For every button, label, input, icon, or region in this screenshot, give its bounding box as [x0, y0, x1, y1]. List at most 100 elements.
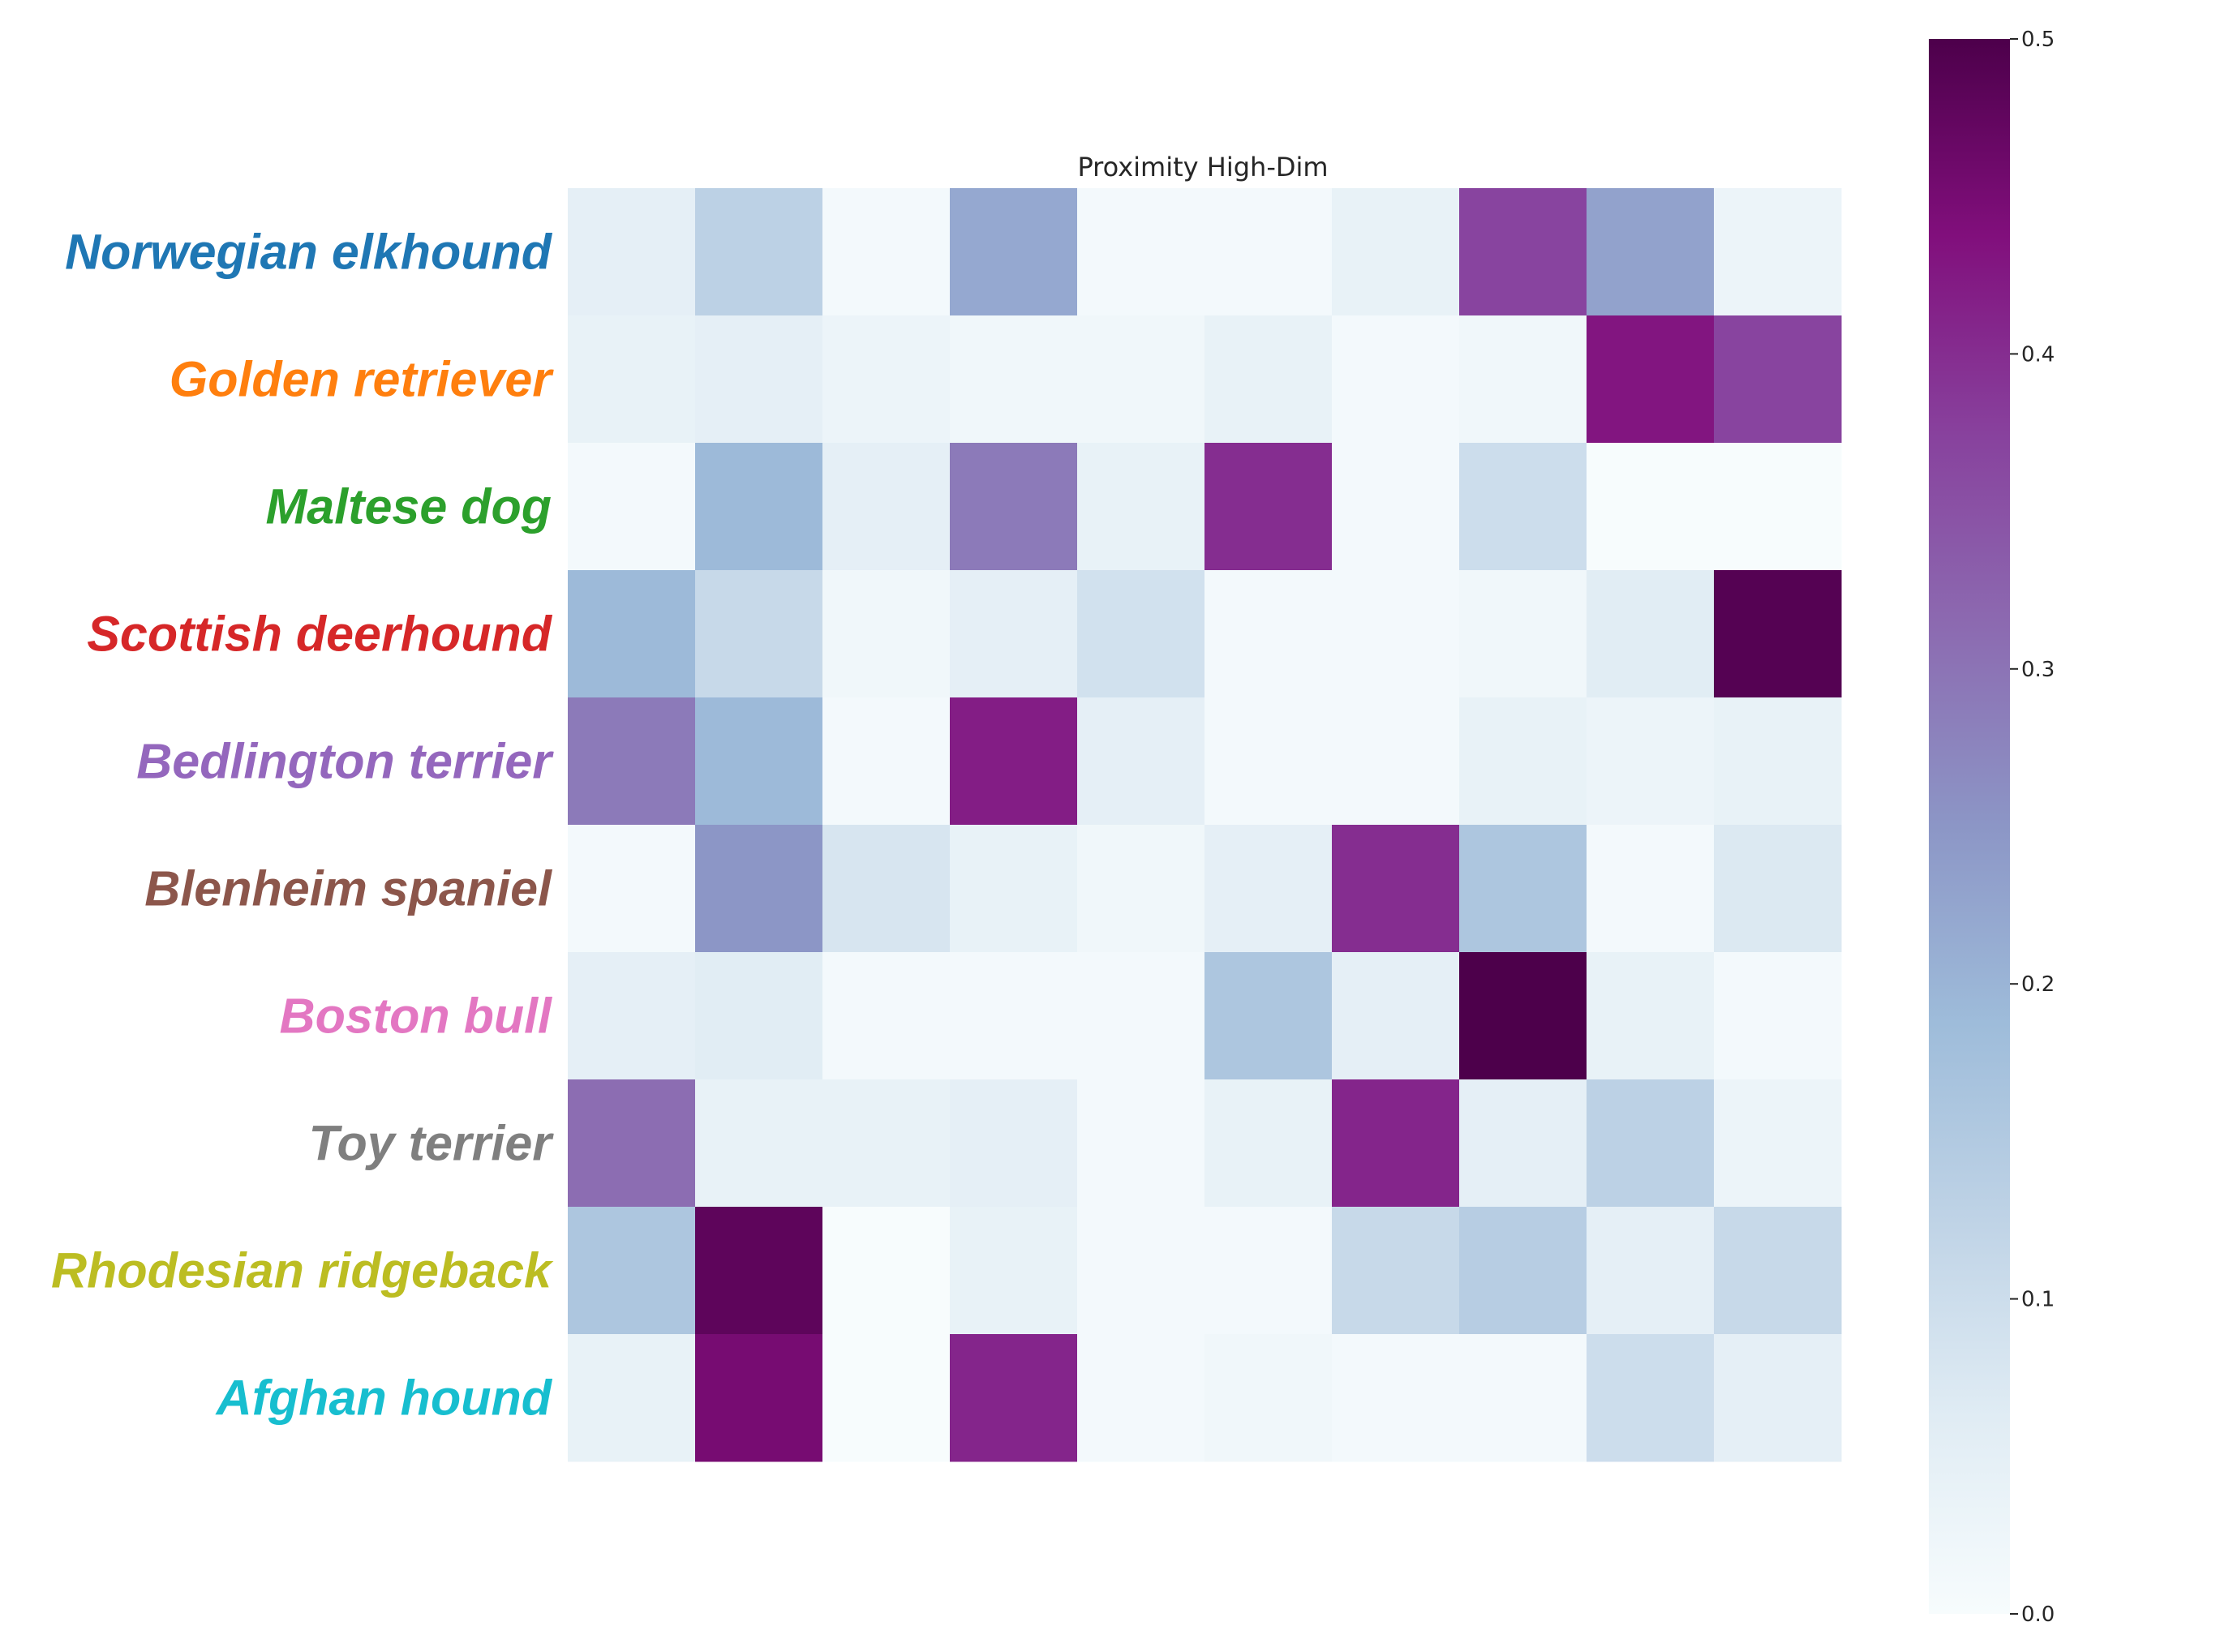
- colorbar-tick-label: 0.3: [2021, 658, 2055, 682]
- heatmap-cell: [1077, 570, 1205, 698]
- heatmap-cell: [568, 188, 696, 316]
- heatmap-cell: [822, 825, 951, 953]
- heatmap-cell: [1332, 570, 1460, 698]
- heatmap-cell: [568, 315, 696, 444]
- row-label: Rhodesian ridgeback: [51, 1243, 554, 1298]
- heatmap-cell: [950, 570, 1078, 698]
- heatmap-cell: [950, 825, 1078, 953]
- heatmap-cell: [1204, 952, 1333, 1080]
- row-label: Toy terrier: [309, 1116, 555, 1171]
- heatmap-cell: [822, 952, 951, 1080]
- heatmap-cell: [950, 1207, 1078, 1335]
- row-label: Scottish deerhound: [87, 607, 552, 662]
- heatmap-cell: [822, 1207, 951, 1335]
- heatmap-cell: [1204, 570, 1333, 698]
- heatmap-cell: [1459, 315, 1587, 444]
- heatmap-cell: [1332, 1207, 1460, 1335]
- heatmap-cell: [1714, 697, 1842, 826]
- heatmap-cell: [1332, 1334, 1460, 1462]
- heatmap-grid: [568, 188, 1842, 1462]
- heatmap-cell: [1714, 1207, 1842, 1335]
- heatmap-cell: [1714, 188, 1842, 316]
- heatmap-cell: [1204, 1079, 1333, 1208]
- heatmap-cell: [1714, 825, 1842, 953]
- heatmap-cell: [822, 1334, 951, 1462]
- heatmap-cell: [568, 1207, 696, 1335]
- heatmap-cell: [822, 697, 951, 826]
- heatmap-cell: [1714, 443, 1842, 571]
- colorbar-tick-label: 0.0: [2021, 1603, 2055, 1627]
- heatmap-cell: [822, 1079, 951, 1208]
- heatmap-cell: [1587, 1334, 1715, 1462]
- heatmap-cell: [1714, 952, 1842, 1080]
- heatmap-cell: [1587, 1079, 1715, 1208]
- heatmap-cell: [1587, 952, 1715, 1080]
- colorbar-ticks: 0.0 0.1 0.2 0.3 0.4 0.5: [2010, 28, 2055, 1627]
- heatmap-cell: [1332, 443, 1460, 571]
- heatmap-cell: [1077, 952, 1205, 1080]
- row-label: Blenheim spaniel: [144, 861, 552, 916]
- heatmap-cell: [1077, 1334, 1205, 1462]
- heatmap-cell: [1714, 570, 1842, 698]
- heatmap-cell: [1459, 570, 1587, 698]
- heatmap-cell: [822, 570, 951, 698]
- row-label: Bedlington terrier: [136, 734, 554, 789]
- heatmap-cell: [1077, 1207, 1205, 1335]
- heatmap-cell: [1714, 315, 1842, 444]
- heatmap-cell: [695, 952, 823, 1080]
- heatmap-cell: [568, 570, 696, 698]
- heatmap-cell: [950, 443, 1078, 571]
- heatmap-cell: [1332, 697, 1460, 826]
- heatmap-cell: [1204, 1207, 1333, 1335]
- row-labels: Norwegian elkhound Golden retriever Maltes…: [51, 225, 554, 1426]
- heatmap-cell: [695, 188, 823, 316]
- heatmap-cell: [1459, 1334, 1587, 1462]
- heatmap-cell: [1332, 825, 1460, 953]
- heatmap-cell: [1459, 1207, 1587, 1335]
- heatmap-cell: [822, 315, 951, 444]
- heatmap-cell: [1077, 697, 1205, 826]
- chart-title: Proximity High-Dim: [1077, 152, 1328, 182]
- row-label: Afghan hound: [215, 1371, 553, 1426]
- row-label: Boston bull: [280, 989, 552, 1044]
- colorbar-tick-label: 0.4: [2021, 342, 2055, 367]
- heatmap-cell: [568, 697, 696, 826]
- row-label: Golden retriever: [170, 352, 554, 407]
- heatmap-cell: [1204, 443, 1333, 571]
- heatmap-cell: [1077, 825, 1205, 953]
- heatmap-cell: [1204, 825, 1333, 953]
- heatmap-cell: [1459, 697, 1587, 826]
- heatmap-cell: [1587, 188, 1715, 316]
- heatmap-cell: [1587, 570, 1715, 698]
- colorbar: [1929, 39, 2010, 1614]
- heatmap-cell: [1587, 1207, 1715, 1335]
- heatmap-cell: [568, 1079, 696, 1208]
- heatmap-cell: [695, 315, 823, 444]
- heatmap-cell: [695, 1079, 823, 1208]
- row-label: Maltese dog: [265, 479, 552, 534]
- heatmap-cell: [568, 443, 696, 571]
- heatmap-cell: [1204, 188, 1333, 316]
- heatmap-cell: [950, 697, 1078, 826]
- heatmap-cell: [568, 825, 696, 953]
- heatmap-cell: [950, 1079, 1078, 1208]
- heatmap-cell: [1587, 825, 1715, 953]
- heatmap-cell: [695, 443, 823, 571]
- heatmap-cell: [568, 1334, 696, 1462]
- heatmap-cell: [1332, 188, 1460, 316]
- heatmap-cell: [1077, 315, 1205, 444]
- heatmap-cell: [695, 1207, 823, 1335]
- heatmap-cell: [695, 570, 823, 698]
- heatmap-cell: [1332, 315, 1460, 444]
- heatmap-cell: [1204, 315, 1333, 444]
- heatmap-cell: [1204, 697, 1333, 826]
- heatmap-cell: [568, 952, 696, 1080]
- heatmap-cell: [1714, 1079, 1842, 1208]
- colorbar-tick-label: 0.5: [2021, 28, 2055, 52]
- heatmap-cell: [695, 1334, 823, 1462]
- heatmap-cell: [695, 697, 823, 826]
- heatmap-cell: [1459, 952, 1587, 1080]
- heatmap-cell: [1077, 443, 1205, 571]
- heatmap-cell: [950, 1334, 1078, 1462]
